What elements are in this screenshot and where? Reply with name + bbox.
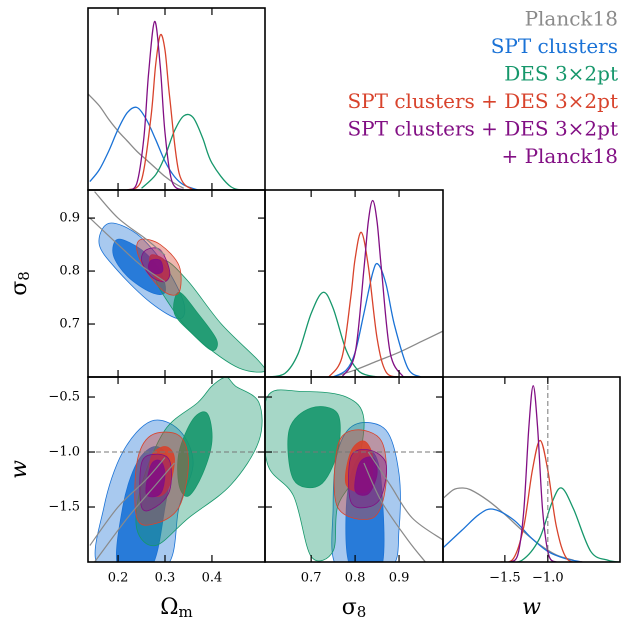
- axis-label: w: [522, 595, 541, 620]
- y-tick-label: −0.5: [48, 390, 80, 405]
- contour-line: [367, 451, 443, 541]
- axis-label: σ8: [7, 271, 33, 296]
- y-tick-label: 0.9: [59, 211, 80, 226]
- marginal-curve: [141, 113, 264, 190]
- axis-label-symbol: w: [7, 460, 32, 479]
- y-tick-label: −1.0: [48, 445, 80, 460]
- axis-label: Ωm: [160, 595, 192, 621]
- legend-entry: DES 3×2pt: [504, 62, 618, 86]
- contour-panel: [89, 377, 263, 562]
- marginal-curve: [89, 106, 199, 190]
- marginal-curve: [508, 385, 557, 562]
- contour-line: [94, 462, 175, 562]
- x-tick-label: 0.3: [155, 571, 176, 586]
- marginal-curve: [332, 262, 422, 377]
- axis-label-subscript: 8: [15, 271, 33, 281]
- panel-frame: [264, 189, 444, 378]
- marginal-curve: [88, 93, 185, 189]
- x-tick-label: 0.8: [345, 571, 366, 586]
- marginal-curve: [328, 231, 400, 377]
- marginal-curve: [127, 20, 185, 190]
- axis-label-symbol: Ω: [160, 595, 178, 620]
- contour: [177, 411, 213, 497]
- axis-label-subscript: 8: [357, 603, 367, 621]
- x-tick-label: 0.9: [389, 571, 410, 586]
- y-tick-label: 0.7: [59, 317, 80, 332]
- marginal-panel: [443, 385, 620, 562]
- contour: [145, 459, 166, 498]
- legend-entry: SPT clusters + DES 3×2pt: [347, 89, 618, 113]
- marginal-curve: [500, 439, 583, 562]
- marginal-curve: [267, 291, 378, 377]
- axis-label: σ8: [342, 595, 367, 621]
- legend-entry: Planck18: [525, 7, 618, 31]
- contour: [287, 406, 341, 489]
- x-tick-label: 0.7: [301, 571, 322, 586]
- contour: [112, 238, 166, 295]
- x-tick-label: −1.5: [489, 571, 521, 586]
- marginal-curve: [332, 330, 443, 377]
- axis-label-symbol: σ: [7, 281, 32, 296]
- x-tick-label: 0.4: [202, 571, 223, 586]
- contour-line: [89, 217, 166, 283]
- marginal-curve: [341, 199, 405, 377]
- axis-label-symbol: w: [522, 595, 541, 620]
- axis-label-subscript: m: [179, 603, 193, 621]
- contour-panel: [89, 191, 265, 373]
- marginal-panel: [88, 20, 264, 190]
- panel-frame: [442, 376, 621, 563]
- contour-panel: [265, 389, 443, 562]
- marginal-curve: [504, 487, 620, 562]
- contour-line: [363, 462, 426, 562]
- contour: [173, 291, 218, 351]
- legend-entry: + Planck18: [501, 144, 618, 168]
- legend-entry: SPT clusters: [491, 34, 618, 58]
- contour: [155, 260, 265, 373]
- y-tick-label: 0.8: [59, 264, 80, 279]
- legend-entry: SPT clusters + DES 3×2pt: [347, 117, 618, 141]
- marginal-curve: [443, 508, 583, 562]
- axis-label-symbol: σ: [342, 595, 357, 620]
- y-tick-label: −1.5: [48, 500, 80, 515]
- contour-line: [89, 457, 166, 546]
- contour-line: [94, 191, 166, 256]
- marginal-panel: [267, 199, 443, 377]
- x-tick-label: −1.0: [532, 571, 564, 586]
- contour: [147, 258, 164, 275]
- marginal-curve: [127, 33, 194, 190]
- axis-label: w: [7, 460, 32, 479]
- x-tick-label: 0.2: [108, 571, 129, 586]
